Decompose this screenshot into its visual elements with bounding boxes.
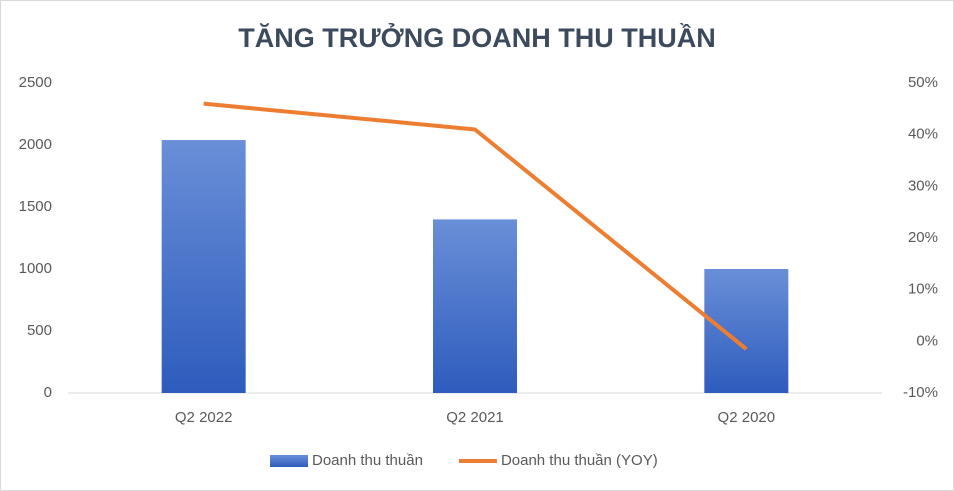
bar	[161, 140, 246, 393]
bar	[433, 219, 517, 393]
x-tick-label: Q2 2020	[718, 409, 776, 426]
y-tick-label: 2500	[19, 74, 52, 91]
x-tick-label: Q2 2022	[175, 409, 233, 426]
y2-tick-label: 40%	[908, 126, 938, 143]
x-tick-label: Q2 2021	[446, 409, 504, 426]
legend-label: Doanh thu thuần	[312, 452, 423, 469]
y-tick-label: 1000	[19, 260, 52, 277]
y2-tick-label: 0%	[916, 332, 938, 349]
y2-tick-label: -10%	[903, 384, 938, 401]
y2-tick-label: 20%	[908, 229, 938, 246]
legend-label: Doanh thu thuần (YOY)	[501, 452, 658, 469]
y-tick-label: 500	[27, 322, 52, 339]
legend-swatch	[270, 455, 308, 467]
line	[203, 101, 748, 351]
y2-tick-label: 10%	[908, 281, 938, 298]
y-tick-label: 0	[44, 384, 52, 401]
y-tick-label: 1500	[19, 198, 52, 215]
y2-tick-label: 50%	[908, 74, 938, 91]
chart-title: TĂNG TRƯỞNG DOANH THU THUẦN	[238, 21, 715, 53]
y-tick-label: 2000	[19, 136, 52, 153]
bar	[704, 269, 789, 393]
y2-tick-label: 30%	[908, 177, 938, 194]
